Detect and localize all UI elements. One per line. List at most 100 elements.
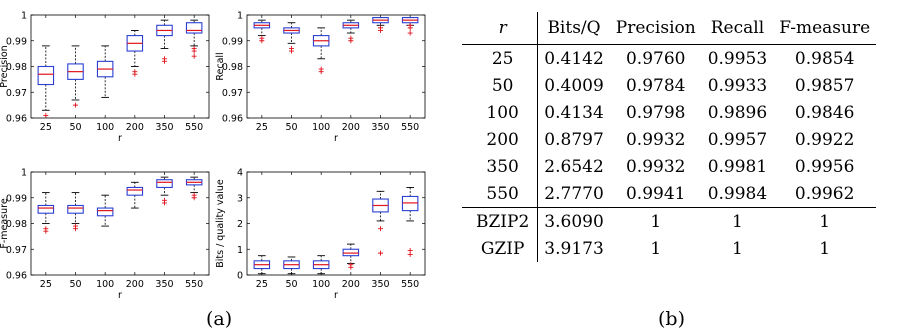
table-cell: 1 bbox=[773, 207, 877, 235]
table-cell: 0.9932 bbox=[625, 129, 686, 150]
table-cell: 350 bbox=[462, 153, 539, 180]
table-cell: 1 bbox=[819, 238, 831, 259]
y-tick-label: 1 bbox=[21, 168, 27, 179]
plot-frame bbox=[30, 171, 210, 276]
table-cell: 2.7770 bbox=[544, 183, 604, 204]
table-cell: 0.9922 bbox=[794, 129, 855, 150]
table-cell: 1 bbox=[650, 238, 662, 259]
x-tick-label: 200 bbox=[342, 122, 360, 133]
x-tick-label: 350 bbox=[155, 279, 173, 290]
x-tick-label: 550 bbox=[185, 279, 203, 290]
box bbox=[156, 179, 173, 189]
outlier-point bbox=[407, 22, 413, 28]
table-cell: 1 bbox=[732, 238, 743, 259]
results-table-container: r Bits/Q Precision Recall F-measure 25 0.… bbox=[462, 12, 912, 262]
box bbox=[342, 248, 360, 257]
x-axis-label: r bbox=[334, 290, 338, 301]
table-cell: 0.9854 bbox=[794, 48, 855, 69]
y-tick-label: 1 bbox=[21, 11, 27, 22]
table-header-row: r Bits/Q Precision Recall F-measure bbox=[462, 12, 877, 45]
outlier-point bbox=[378, 25, 383, 31]
x-tick-label: 50 bbox=[69, 279, 81, 290]
box bbox=[37, 65, 55, 86]
table-cell: 0.9962 bbox=[794, 183, 855, 204]
x-tick-label: 100 bbox=[312, 122, 330, 133]
table-cell: 0.8797 bbox=[544, 129, 604, 150]
table-cell: BZIP2 bbox=[462, 207, 539, 235]
outlier-point bbox=[348, 262, 354, 268]
x-axis-label: r bbox=[118, 290, 122, 301]
table-cell: 100 bbox=[462, 99, 539, 126]
plot-frame bbox=[246, 14, 426, 119]
box bbox=[37, 204, 55, 214]
header-bitsq: Bits/Q bbox=[537, 12, 610, 45]
table-row: 50 0.4009 0.9784 0.9933 0.9857 bbox=[462, 72, 876, 99]
outlier-point bbox=[348, 35, 354, 41]
table-cell: 0.9941 bbox=[625, 183, 686, 204]
y-tick-label: 0.97 bbox=[6, 245, 27, 256]
outlier-point bbox=[191, 192, 197, 198]
x-tick-label: 200 bbox=[342, 279, 360, 290]
results-table: r Bits/Q Precision Recall F-measure 25 0.… bbox=[462, 12, 877, 262]
table-cell: 0.9932 bbox=[625, 156, 686, 177]
header-fmeasure: F-measure bbox=[773, 12, 877, 45]
x-tick-label: 550 bbox=[185, 122, 203, 133]
table-cell: 50 bbox=[462, 72, 539, 99]
panel-a-caption: (a) bbox=[206, 308, 233, 330]
x-tick-label: 25 bbox=[256, 279, 268, 290]
table-cell: 0.4134 bbox=[544, 102, 604, 123]
x-tick-label: 50 bbox=[69, 122, 81, 133]
x-tick-label: 25 bbox=[40, 122, 52, 133]
table-cell: 3.6090 bbox=[537, 207, 610, 235]
plot-frame bbox=[246, 171, 426, 276]
table-cell: 0.9896 bbox=[707, 102, 768, 123]
table-row: GZIP 3.9173 1 1 1 bbox=[462, 235, 876, 262]
table-cell: 1 bbox=[609, 207, 702, 235]
x-tick-label: 200 bbox=[126, 122, 144, 133]
table-row: 550 2.7770 0.9941 0.9984 0.9962 bbox=[462, 180, 876, 208]
panel-b-caption: (b) bbox=[658, 308, 685, 330]
y-tick-label: 3 bbox=[237, 193, 243, 204]
x-tick-label: 350 bbox=[371, 279, 389, 290]
outlier-point bbox=[132, 69, 138, 75]
outlier-point bbox=[43, 226, 49, 232]
y-tick-label: 0 bbox=[237, 271, 243, 282]
outlier-point bbox=[73, 223, 78, 229]
x-tick-label: 100 bbox=[96, 122, 114, 133]
box bbox=[185, 22, 203, 34]
outlier-point bbox=[162, 56, 167, 62]
table-row: 200 0.8797 0.9932 0.9957 0.9922 bbox=[462, 126, 876, 153]
outlier-point bbox=[191, 53, 197, 59]
table-cell: 0.9798 bbox=[625, 102, 686, 123]
y-tick-label: 1 bbox=[237, 11, 243, 22]
x-tick-label: 50 bbox=[285, 279, 297, 290]
table-row: 350 2.6542 0.9932 0.9981 0.9956 bbox=[462, 153, 876, 180]
x-tick-label: 50 bbox=[285, 122, 297, 133]
outlier-point bbox=[259, 35, 265, 41]
y-tick-label: 1 bbox=[237, 245, 243, 256]
table-cell: 0.4142 bbox=[544, 48, 604, 69]
x-axis-label: r bbox=[118, 133, 122, 144]
x-tick-label: 100 bbox=[312, 279, 330, 290]
y-tick-label: 0.99 bbox=[222, 36, 243, 47]
outlier-point bbox=[289, 45, 294, 51]
table-cell: 2.6542 bbox=[544, 156, 604, 177]
x-tick-label: 550 bbox=[401, 122, 419, 133]
table-cell: 200 bbox=[462, 126, 539, 153]
table-cell: 0.9953 bbox=[707, 48, 768, 69]
x-tick-label: 350 bbox=[155, 122, 173, 133]
outlier-point bbox=[162, 197, 167, 203]
table-cell: 0.9981 bbox=[707, 156, 768, 177]
table-cell: 0.9846 bbox=[794, 102, 855, 123]
box bbox=[126, 186, 144, 196]
outlier-point bbox=[73, 102, 78, 108]
outlier-point bbox=[191, 45, 197, 51]
table-cell: 1 bbox=[701, 207, 774, 235]
y-tick-label: 0.98 bbox=[6, 219, 27, 230]
y-tick-label: 0.98 bbox=[6, 62, 27, 73]
table-cell: 0.4009 bbox=[544, 75, 604, 96]
y-axis-label: Recall bbox=[215, 52, 226, 80]
table-cell: 0.9957 bbox=[707, 129, 768, 150]
table-cell: 550 bbox=[462, 180, 539, 208]
